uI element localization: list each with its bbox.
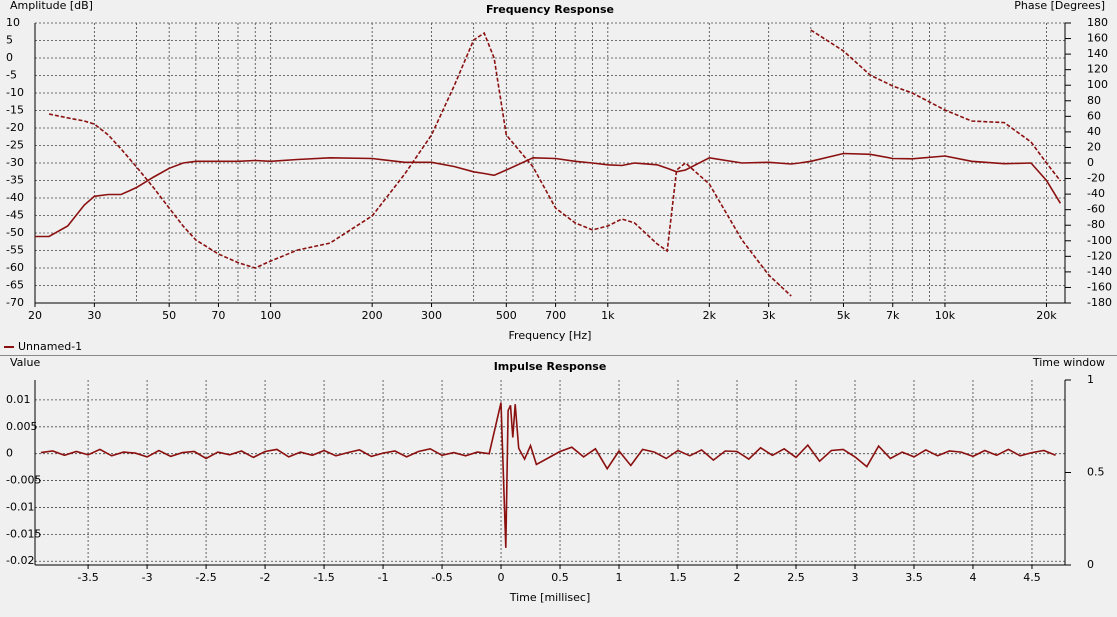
y2-tick-label: 40: [1087, 125, 1101, 138]
x-tick-label: 4: [969, 571, 976, 584]
x-tick-label: 200: [362, 309, 383, 322]
y-tick-label: 0: [6, 447, 13, 460]
y-tick-label: -40: [6, 191, 24, 204]
y-axis-title: Amplitude [dB]: [10, 0, 93, 12]
y-tick-label: -0.005: [6, 474, 41, 487]
y-tick-label: -0.015: [6, 527, 41, 540]
y2-tick-label: -60: [1087, 203, 1105, 216]
y-tick-label: -70: [6, 296, 24, 309]
y-tick-label: -60: [6, 261, 24, 274]
x-tick-label: 20: [28, 309, 42, 322]
y-tick-label: 5: [6, 34, 13, 47]
x-axis-title: Frequency [Hz]: [509, 329, 592, 342]
y2-tick-label: 100: [1087, 78, 1108, 91]
y2-axis-title: Phase [Degrees]: [1014, 0, 1105, 12]
x-tick-label: 4.5: [1023, 571, 1041, 584]
y-tick-label: -65: [6, 279, 24, 292]
y2-tick-label: -100: [1087, 234, 1112, 247]
x-tick-label: -3.5: [77, 571, 98, 584]
x-tick-label: 50: [162, 309, 176, 322]
y2-tick-label: -40: [1087, 187, 1105, 200]
x-tick-label: -0.5: [431, 571, 452, 584]
x-tick-label: 5k: [837, 309, 851, 322]
y-tick-label: -5: [6, 69, 17, 82]
y2-tick-label: 0.5: [1087, 466, 1105, 479]
x-tick-label: -2: [260, 571, 271, 584]
x-tick-label: 1: [616, 571, 623, 584]
y2-tick-label: -180: [1087, 296, 1112, 309]
x-tick-label: 700: [545, 309, 566, 322]
x-tick-label: 0.5: [551, 571, 569, 584]
y2-tick-label: 1: [1087, 373, 1094, 386]
chart-title: Frequency Response: [486, 3, 614, 16]
y2-tick-label: 0: [1087, 558, 1094, 571]
y-tick-label: 0.01: [6, 393, 31, 406]
y-tick-label: -0.02: [6, 554, 34, 567]
x-tick-label: -1: [378, 571, 389, 584]
x-tick-label: 70: [211, 309, 225, 322]
x-tick-label: 100: [260, 309, 281, 322]
y2-axis-title: Time window: [1032, 356, 1105, 369]
y-tick-label: -50: [6, 226, 24, 239]
y2-tick-label: -20: [1087, 172, 1105, 185]
y-tick-label: 10: [6, 16, 20, 29]
x-tick-label: 2k: [703, 309, 717, 322]
y-axis-title: Value: [10, 356, 40, 369]
x-tick-label: 7k: [886, 309, 900, 322]
x-tick-label: 500: [496, 309, 517, 322]
y-tick-label: 0: [6, 51, 13, 64]
x-tick-label: 0: [498, 571, 505, 584]
x-tick-label: 3k: [762, 309, 776, 322]
y2-tick-label: 180: [1087, 16, 1108, 29]
x-tick-label: -2.5: [195, 571, 216, 584]
x-tick-label: -1.5: [313, 571, 334, 584]
x-tick-label: 2: [734, 571, 741, 584]
chart-title: Impulse Response: [494, 360, 607, 373]
y-tick-label: -15: [6, 104, 24, 117]
x-tick-label: -3: [142, 571, 153, 584]
series-line: [35, 152, 1062, 238]
y2-tick-label: 160: [1087, 32, 1108, 45]
x-tick-label: 3: [851, 571, 858, 584]
y-tick-label: -35: [6, 174, 24, 187]
x-tick-label: 30: [87, 309, 101, 322]
series-line: [40, 402, 1056, 548]
y2-tick-label: 60: [1087, 109, 1101, 122]
y-tick-label: -55: [6, 244, 24, 257]
x-tick-label: 1.5: [669, 571, 687, 584]
x-tick-label: 1k: [601, 309, 615, 322]
y-tick-label: -45: [6, 209, 24, 222]
x-axis-title: Time [millisec]: [509, 591, 591, 604]
x-tick-label: 2.5: [787, 571, 805, 584]
legend-label: Unnamed-1: [18, 340, 82, 353]
x-tick-label: 3.5: [905, 571, 923, 584]
x-tick-label: 10k: [935, 309, 956, 322]
x-tick-label: 20k: [1036, 309, 1057, 322]
y2-tick-label: -160: [1087, 280, 1112, 293]
y2-tick-label: -80: [1087, 218, 1105, 231]
y2-tick-label: 140: [1087, 47, 1108, 60]
y-tick-label: -0.01: [6, 500, 34, 513]
y2-tick-label: 0: [1087, 156, 1094, 169]
y-tick-label: -20: [6, 121, 24, 134]
y2-tick-label: -120: [1087, 249, 1112, 262]
y2-tick-label: 80: [1087, 94, 1101, 107]
y-tick-label: -10: [6, 86, 24, 99]
y-tick-label: -25: [6, 139, 24, 152]
y2-tick-label: 20: [1087, 140, 1101, 153]
y-tick-label: -30: [6, 156, 24, 169]
x-tick-label: 300: [421, 309, 442, 322]
y2-tick-label: 120: [1087, 63, 1108, 76]
y-tick-label: 0.005: [6, 420, 38, 433]
y2-tick-label: -140: [1087, 265, 1112, 278]
series-line: [48, 29, 1062, 297]
